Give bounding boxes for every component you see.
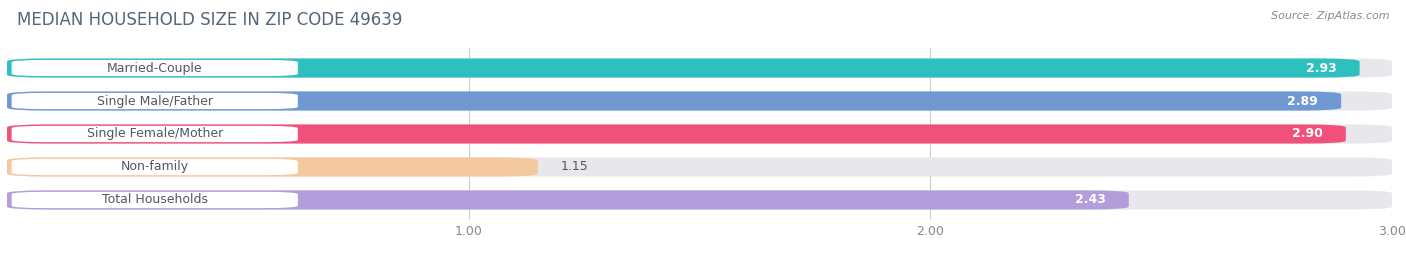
FancyBboxPatch shape [11,60,298,76]
Text: 2.90: 2.90 [1292,128,1323,140]
Text: Married-Couple: Married-Couple [107,62,202,75]
Text: Non-family: Non-family [121,161,188,173]
FancyBboxPatch shape [11,93,298,109]
Text: 2.93: 2.93 [1306,62,1337,75]
FancyBboxPatch shape [7,58,1392,78]
Text: Source: ZipAtlas.com: Source: ZipAtlas.com [1271,11,1389,21]
FancyBboxPatch shape [7,157,538,177]
FancyBboxPatch shape [7,157,1392,177]
FancyBboxPatch shape [7,124,1346,144]
Text: 1.15: 1.15 [561,161,589,173]
FancyBboxPatch shape [11,126,298,142]
FancyBboxPatch shape [11,192,298,208]
Text: Total Households: Total Households [101,193,208,206]
FancyBboxPatch shape [7,58,1360,78]
FancyBboxPatch shape [7,190,1129,210]
Text: 2.43: 2.43 [1074,193,1105,206]
Text: MEDIAN HOUSEHOLD SIZE IN ZIP CODE 49639: MEDIAN HOUSEHOLD SIZE IN ZIP CODE 49639 [17,11,402,29]
FancyBboxPatch shape [7,124,1392,144]
FancyBboxPatch shape [7,190,1392,210]
FancyBboxPatch shape [11,159,298,175]
FancyBboxPatch shape [7,91,1341,111]
FancyBboxPatch shape [7,91,1392,111]
Text: 2.89: 2.89 [1288,95,1317,107]
Text: Single Female/Mother: Single Female/Mother [87,128,224,140]
Text: Single Male/Father: Single Male/Father [97,95,212,107]
